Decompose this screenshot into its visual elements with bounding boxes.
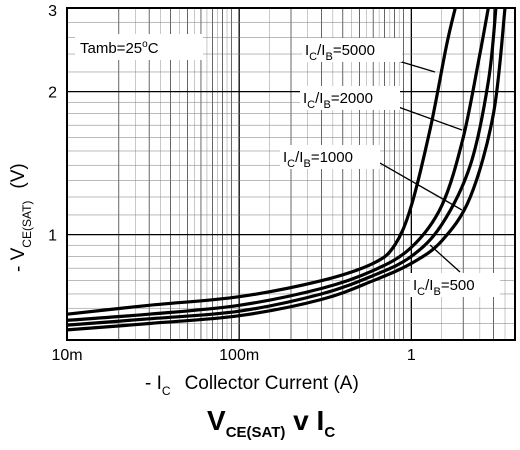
chart-title: VCE(SAT) v IC	[207, 405, 335, 441]
temperature-main: Tamb=25	[80, 40, 142, 57]
series-label-part: /I	[315, 90, 323, 107]
series-label-bg-1	[300, 86, 400, 110]
series-label-part: /I	[425, 277, 433, 294]
x-axis-text: Collector Current (A)	[185, 373, 359, 394]
y-axis-unit: (V)	[8, 163, 29, 188]
y-axis-prefix: - V	[8, 247, 29, 272]
series-label-leader-2	[379, 162, 463, 211]
title-v: V	[207, 405, 226, 436]
series-label-0: IC/IB=5000	[305, 42, 375, 63]
series-label-part: =2000	[331, 90, 373, 107]
series-label-bg-0	[302, 38, 402, 62]
series-label-leader-1	[389, 103, 463, 131]
series-label-part: C	[307, 99, 315, 111]
series-label-part: =1000	[311, 149, 353, 166]
series-label-part: C	[309, 51, 317, 63]
y-tick-labels: 1 2 3	[48, 3, 57, 245]
data-curves	[66, 7, 507, 332]
series-label-part: C	[417, 286, 425, 298]
series-label-part: =5000	[333, 42, 375, 59]
series-label-part: I	[303, 90, 307, 107]
y-tick-label: 3	[48, 3, 57, 20]
y-tick-label: 2	[48, 85, 57, 102]
degree-mark: o	[142, 39, 148, 50]
series-label-1: IC/IB=2000	[303, 90, 373, 111]
x-axis-prefix: - I	[145, 373, 162, 394]
series-curve-3	[66, 7, 507, 332]
y-axis-sub: CE(SAT)	[20, 201, 34, 248]
series-curve-0	[66, 7, 457, 316]
svg-text:Tamb=25oC: Tamb=25oC	[80, 39, 159, 57]
series-label-part: B	[325, 51, 332, 63]
series-label-part: B	[433, 286, 440, 298]
series-curve-1	[66, 7, 490, 322]
title-i-sub: C	[324, 424, 335, 441]
series-label-part: I	[413, 277, 417, 294]
series-label-bg-2	[280, 145, 380, 169]
x-axis-sub: C	[162, 384, 171, 398]
series-label-part: I	[305, 42, 309, 59]
temperature-unit: C	[148, 40, 159, 57]
series-label-bg-3	[410, 273, 500, 297]
series-label-2: IC/IB=1000	[283, 149, 353, 170]
series-label-part: C	[287, 158, 295, 170]
title-mid: v	[285, 405, 316, 436]
temperature-annotation: Tamb=25oC	[75, 34, 203, 60]
x-tick-label: 100m	[219, 347, 259, 364]
x-tick-label: 10m	[51, 347, 82, 364]
title-v-sub: CE(SAT)	[226, 424, 286, 441]
series-label-3: IC/IB=500	[413, 277, 475, 298]
x-tick-label: 1	[407, 347, 416, 364]
series-label-part: /I	[317, 42, 325, 59]
y-axis-title: - VCE(SAT) (V)	[8, 163, 34, 272]
series-label-part: I	[283, 149, 287, 166]
x-tick-labels: 10m 100m 1	[51, 347, 415, 364]
series-label-part: /I	[295, 149, 303, 166]
title-i: I	[317, 405, 325, 436]
series-label-leader-3	[429, 244, 461, 273]
series-label-part: B	[303, 158, 310, 170]
series-label-part: B	[323, 99, 330, 111]
x-axis-title: - IC Collector Current (A)	[145, 373, 359, 398]
series-label-part: =500	[441, 277, 475, 294]
y-tick-label: 1	[48, 228, 57, 245]
plot-frame	[66, 7, 516, 341]
series-curve-2	[66, 7, 498, 327]
